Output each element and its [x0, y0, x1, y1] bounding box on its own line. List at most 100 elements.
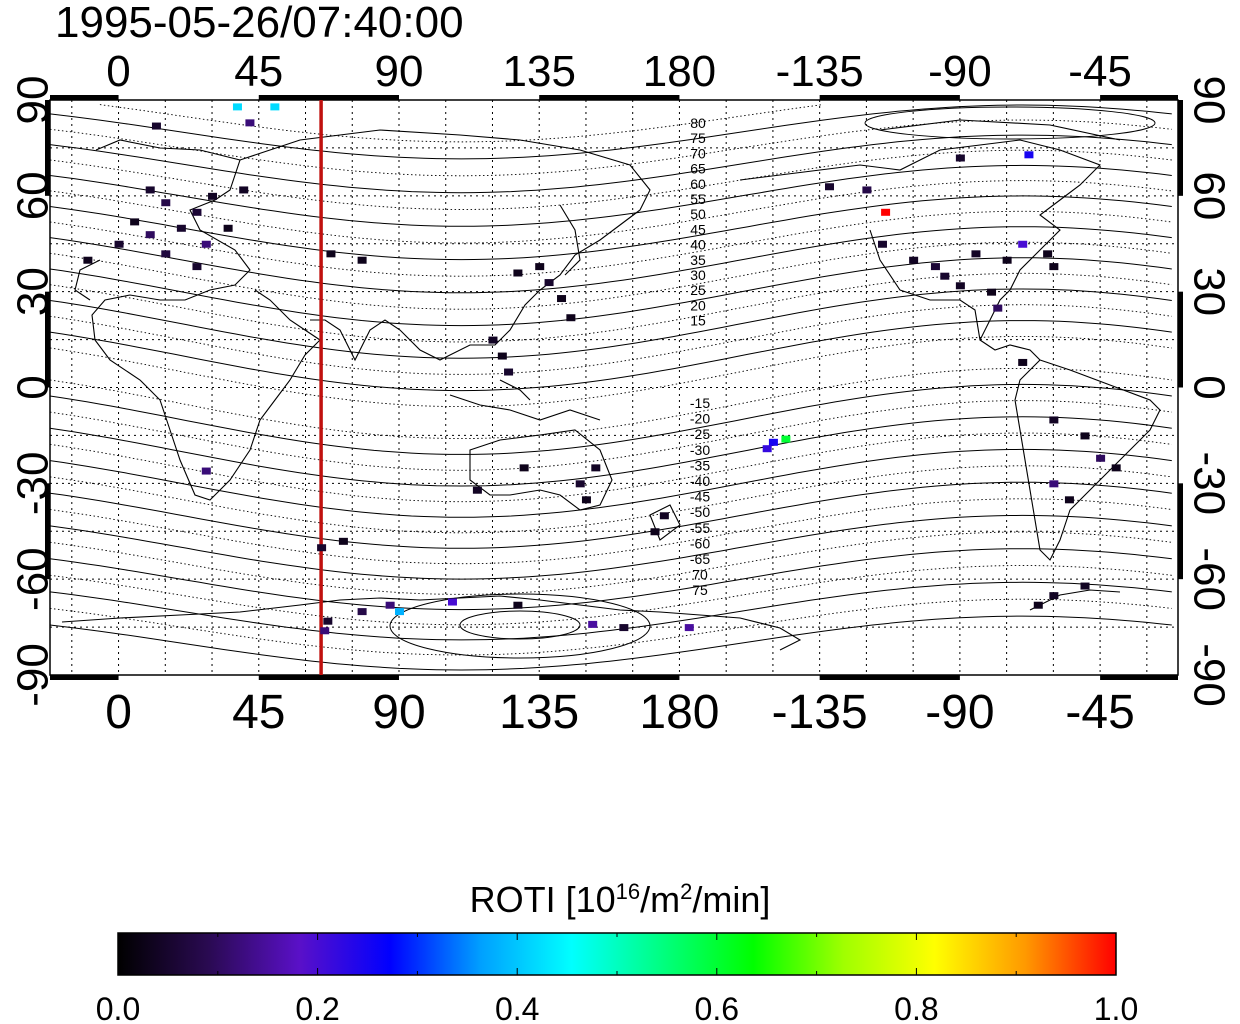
roti-point — [239, 186, 249, 194]
lat-tick-label: -60 — [1184, 547, 1233, 611]
contour-label: 50 — [690, 206, 706, 222]
lat-tick-label: 60 — [1184, 171, 1233, 220]
lon-tick-label: -45 — [1065, 686, 1134, 739]
roti-point — [987, 288, 997, 296]
roti-point — [497, 352, 507, 360]
lon-tick-label: 180 — [643, 47, 716, 96]
roti-point — [575, 480, 585, 488]
contour-line — [49, 465, 1172, 534]
roti-point — [114, 240, 124, 248]
roti-point — [201, 240, 211, 248]
lat-tick-label: 0 — [1184, 375, 1233, 399]
map-border-segments — [45, 95, 1183, 680]
contour-label: 65 — [690, 161, 706, 177]
roti-point — [232, 103, 242, 111]
plot-title: 1995-05-26/07:40:00 — [55, 0, 464, 47]
border-segment-right — [1178, 291, 1183, 388]
roti-point — [488, 336, 498, 344]
roti-point — [955, 282, 965, 290]
roti-point — [1024, 151, 1034, 159]
contour-line — [49, 581, 1172, 641]
contour-label: -25 — [690, 426, 710, 442]
contour-label: 40 — [690, 237, 706, 253]
contour-line — [49, 257, 1172, 327]
roti-point — [762, 445, 772, 453]
roti-point — [192, 263, 202, 271]
lon-tick-label: -90 — [925, 686, 994, 739]
roti-point — [1018, 240, 1028, 248]
lon-tick-label: -135 — [772, 686, 868, 739]
roti-point — [588, 620, 598, 628]
lat-tick-label: -90 — [9, 643, 58, 707]
roti-point — [223, 224, 233, 232]
roti-point — [1018, 358, 1028, 366]
lat-tick-label: -90 — [1184, 643, 1233, 707]
roti-point — [1043, 250, 1053, 258]
colorbar-tick-label: 0.4 — [495, 991, 539, 1024]
contour-label: -60 — [690, 535, 710, 551]
border-segment-bottom — [258, 675, 399, 680]
contour-line — [49, 335, 1172, 408]
roti-point — [145, 186, 155, 194]
roti-point — [472, 486, 482, 494]
roti-point — [659, 512, 669, 520]
roti-point — [1049, 592, 1059, 600]
contour-line — [49, 180, 1172, 244]
roti-point — [357, 608, 367, 616]
contour-line — [49, 288, 1172, 359]
roti-point — [591, 464, 601, 472]
lon-tick-label: -135 — [776, 47, 864, 96]
lat-tick-label: -60 — [9, 547, 58, 611]
lon-tick-label: 0 — [105, 686, 132, 739]
contour-line — [49, 272, 1172, 343]
lat-tick-label: 60 — [9, 171, 58, 220]
roti-point — [270, 103, 280, 111]
colorbar-label: ROTI [1016/m2/min] — [469, 879, 771, 920]
roti-point — [161, 250, 171, 258]
colorbar-tick-label: 0.2 — [295, 991, 339, 1024]
border-segment-top — [819, 95, 960, 100]
lon-tick-label: -45 — [1068, 47, 1132, 96]
roti-point — [1111, 464, 1121, 472]
border-segment-top — [539, 95, 680, 100]
border-segment-bottom — [539, 675, 680, 680]
contour-line — [49, 320, 1172, 392]
contour-label: -40 — [690, 473, 710, 489]
latitude-left-labels: 90 60 30 0 -30 -60 -90 — [9, 76, 58, 707]
map-plot: 8075706560555045403530252015-15-20-25-30… — [9, 47, 1234, 739]
contour-label: -30 — [690, 442, 710, 458]
roti-point — [940, 272, 950, 280]
contour-line — [49, 383, 1172, 455]
roti-point — [320, 627, 330, 635]
roti-point — [208, 192, 218, 200]
colorbar-gradient — [117, 932, 1117, 976]
roti-point — [83, 256, 93, 264]
border-segment-left — [45, 483, 50, 580]
contour-line — [49, 195, 1172, 261]
border-segment-top — [258, 95, 399, 100]
roti-point — [1049, 263, 1059, 271]
roti-point — [1033, 601, 1043, 609]
roti-point — [338, 537, 348, 545]
lat-tick-label: 90 — [9, 76, 58, 125]
lat-tick-label: 90 — [1184, 76, 1233, 125]
longitude-bottom-labels: 0 45 90 135 180 -135 -90 -45 — [105, 686, 1135, 739]
contour-line — [49, 531, 1172, 595]
border-segment-top — [1100, 95, 1178, 100]
lon-tick-label: 0 — [106, 47, 130, 96]
contour-line — [49, 400, 1172, 471]
lat-tick-label: -30 — [1184, 452, 1233, 516]
roti-point — [513, 601, 523, 609]
roti-point — [130, 218, 140, 226]
roti-point — [1064, 496, 1074, 504]
border-segment-right — [1178, 483, 1183, 580]
roti-point — [557, 295, 567, 303]
roti-point — [192, 208, 202, 216]
contour-line — [49, 481, 1172, 549]
contour-label: 75 — [692, 582, 708, 598]
roti-point — [650, 528, 660, 536]
contour-line — [49, 304, 1172, 375]
colorbar-tick-label: 0.8 — [894, 991, 938, 1024]
roti-point — [535, 263, 545, 271]
lon-tick-label: 90 — [375, 47, 424, 96]
